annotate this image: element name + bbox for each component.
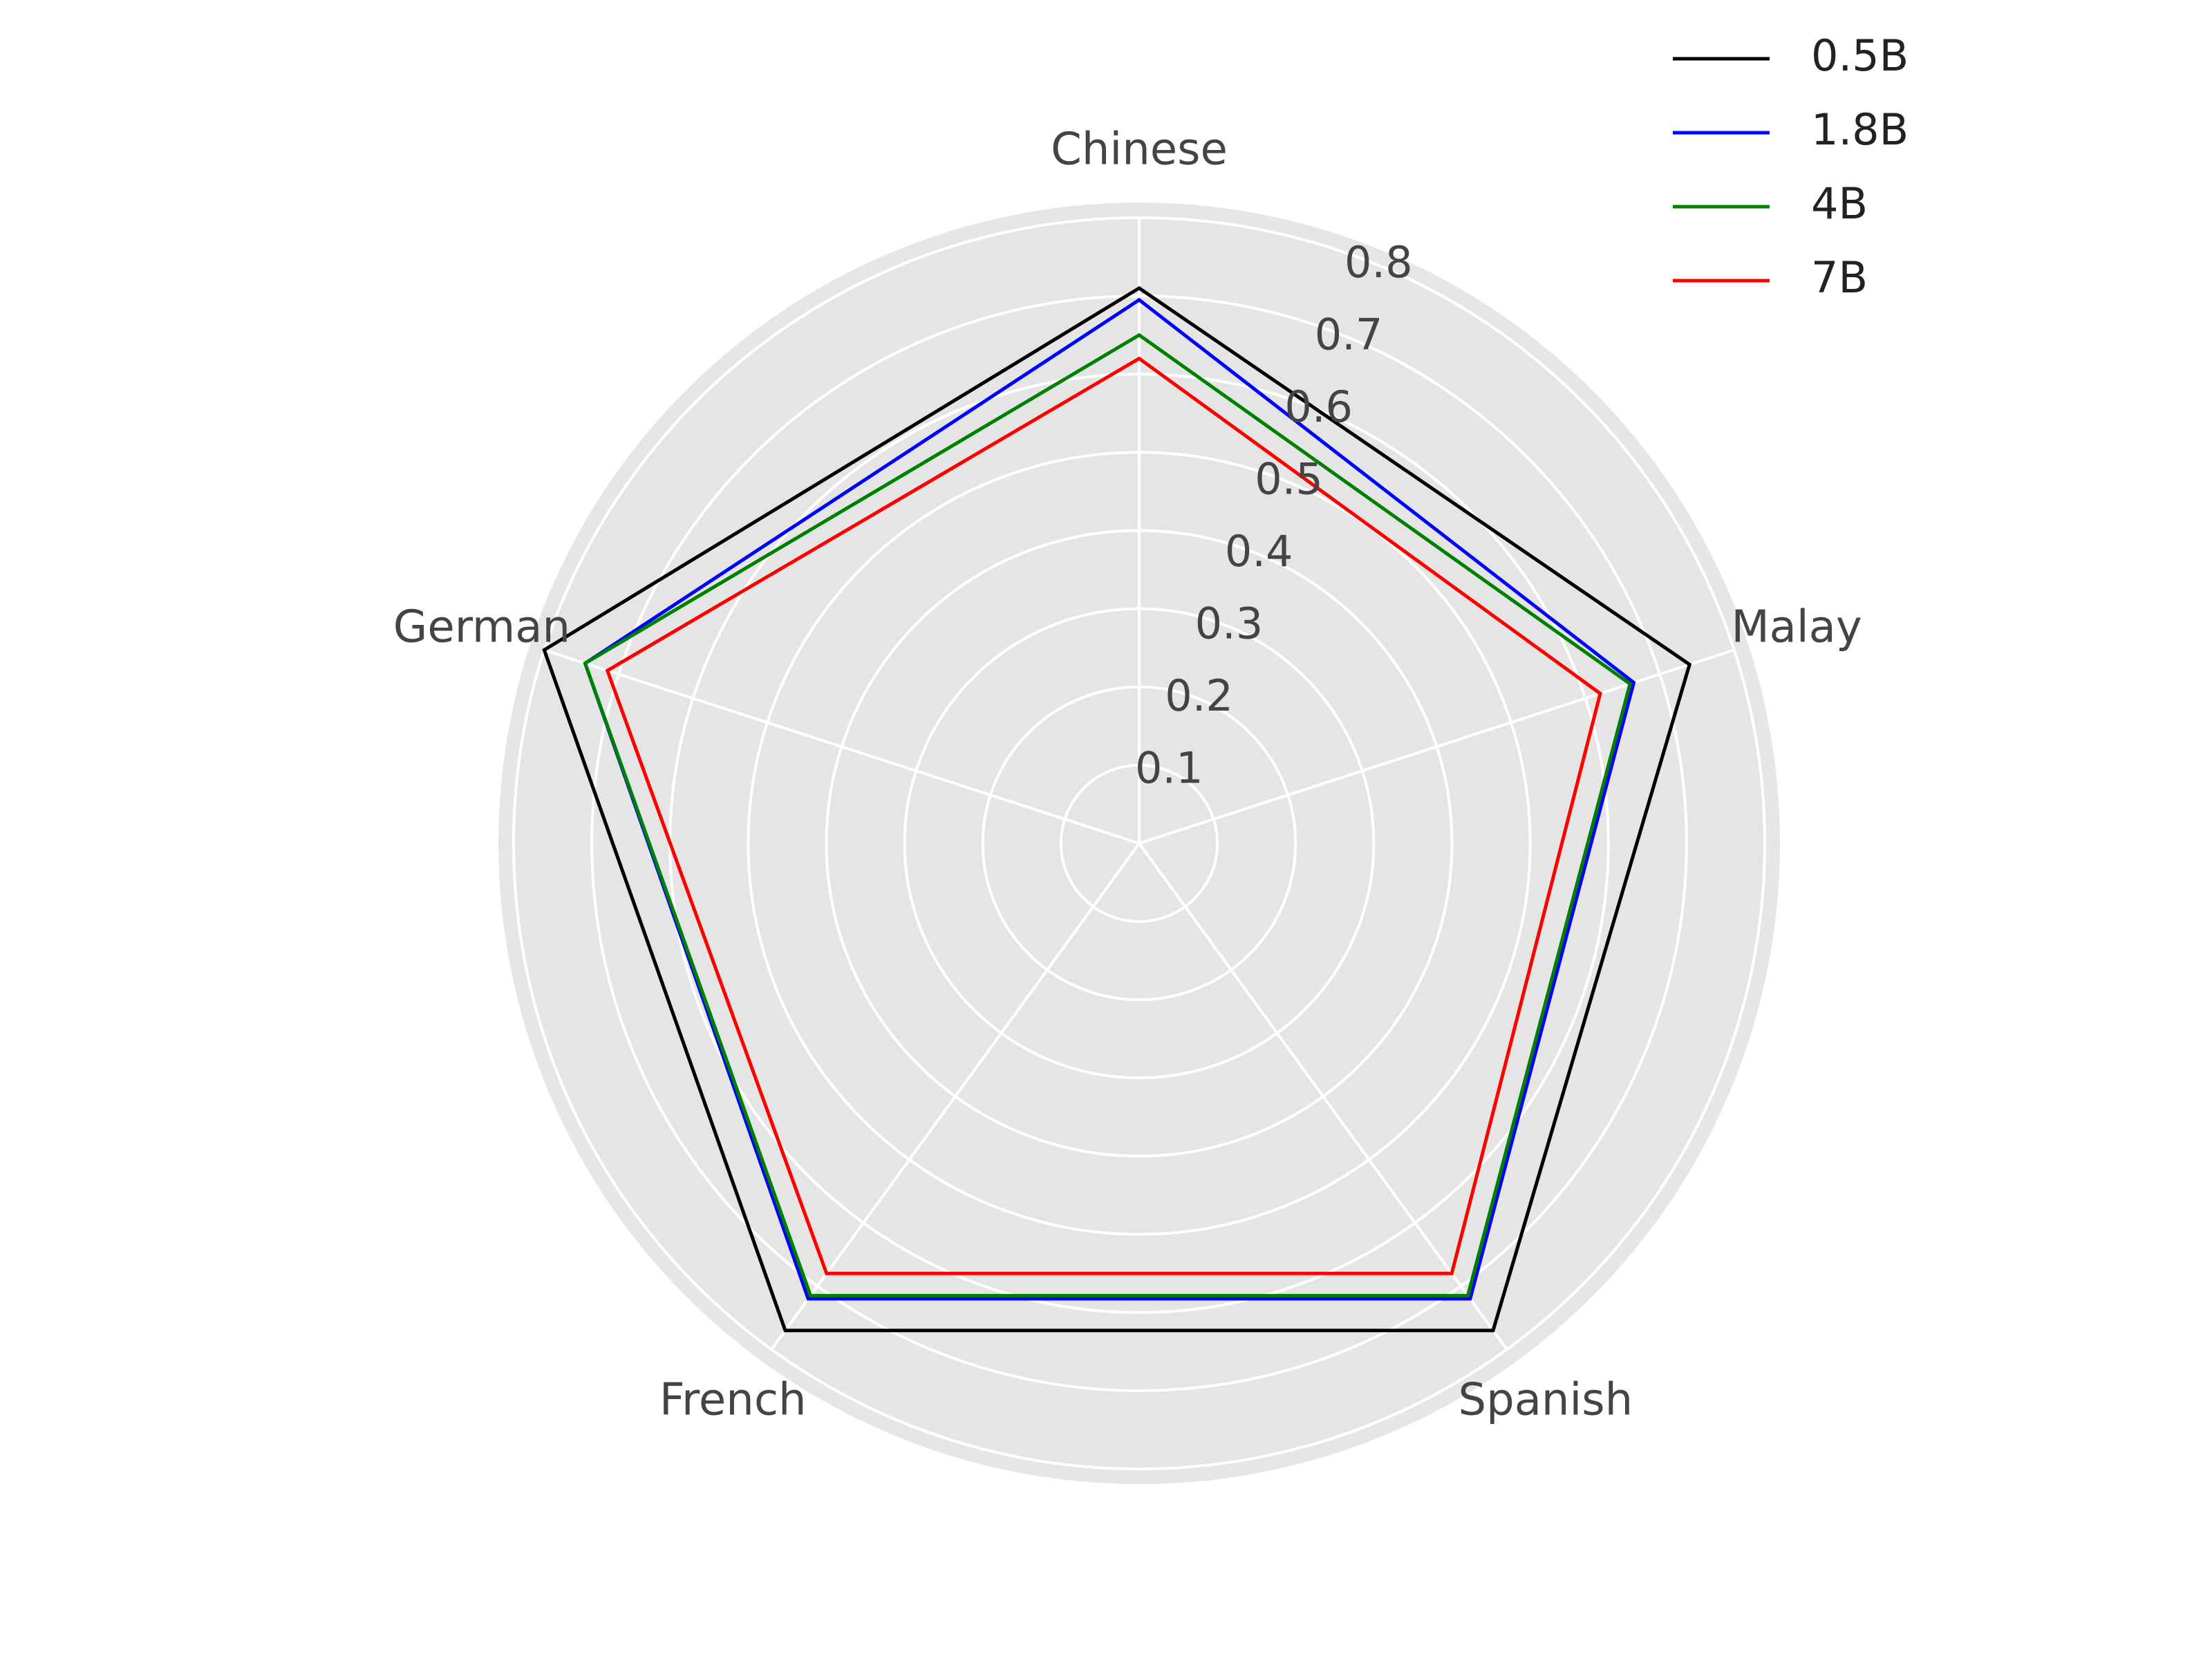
series-line-0.5B xyxy=(542,285,1692,1333)
series-line-7B xyxy=(605,356,1602,1275)
legend-label: 4B xyxy=(1811,178,1868,229)
grid xyxy=(512,216,1766,1470)
axis-label-german: German xyxy=(393,602,570,653)
outer-frame xyxy=(498,203,1780,1484)
radial-tick-label: 0.3 xyxy=(1195,599,1264,649)
legend: 0.5B 1.8B 4B 7B xyxy=(1673,30,1909,303)
radial-tick-label: 0.7 xyxy=(1315,309,1383,359)
radial-tick-label: 0.5 xyxy=(1255,453,1323,504)
axis-label-chinese: Chinese xyxy=(1051,124,1228,176)
radial-tick-label: 0.1 xyxy=(1135,743,1203,794)
grid-spoke xyxy=(543,648,1140,845)
series-line-1.8B xyxy=(583,297,1636,1301)
radial-tick-label: 0.8 xyxy=(1344,237,1413,288)
legend-label: 7B xyxy=(1811,252,1868,303)
axis-labels: Chinese Malay Spanish French German xyxy=(393,124,1862,1426)
grid-spoke xyxy=(770,842,1141,1351)
series-line-4B xyxy=(583,332,1632,1297)
radial-tick-label: 0.4 xyxy=(1225,526,1293,577)
grid-spoke xyxy=(1138,842,1508,1351)
axis-label-malay: Malay xyxy=(1731,602,1862,653)
axis-label-spanish: Spanish xyxy=(1458,1375,1633,1426)
radial-tick-labels: 0.1 0.2 0.3 0.4 0.5 0.6 0.7 0.8 xyxy=(1135,237,1413,794)
series-group xyxy=(542,285,1692,1333)
radial-tick-label: 0.6 xyxy=(1284,382,1353,432)
legend-label: 1.8B xyxy=(1811,104,1909,155)
axis-label-french: French xyxy=(659,1375,807,1426)
legend-label: 0.5B xyxy=(1811,30,1909,81)
radial-tick-label: 0.2 xyxy=(1165,671,1233,721)
